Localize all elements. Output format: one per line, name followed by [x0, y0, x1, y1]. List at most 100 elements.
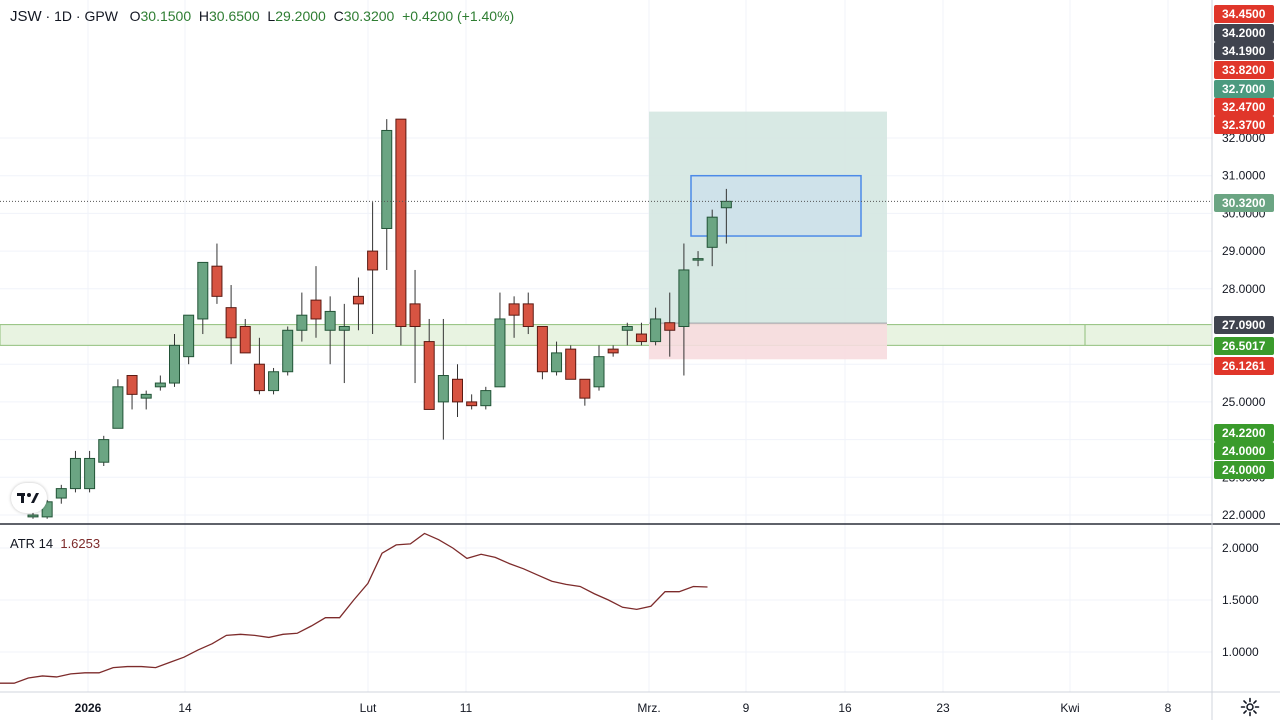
price-axis-label-bg — [1214, 5, 1274, 23]
candle[interactable] — [607, 348, 619, 354]
high-label: H — [198, 8, 210, 24]
candle[interactable] — [140, 393, 152, 399]
candle[interactable] — [720, 200, 732, 209]
candle[interactable] — [692, 258, 704, 261]
candle[interactable] — [678, 269, 690, 328]
candle[interactable] — [126, 375, 138, 395]
candle[interactable] — [664, 322, 676, 331]
price-tick-label: 29.0000 — [1222, 244, 1266, 258]
candle[interactable] — [239, 326, 251, 354]
candle[interactable] — [381, 129, 393, 229]
time-tick-label: 11 — [460, 701, 473, 715]
time-tick-label: 14 — [178, 701, 192, 715]
candle[interactable] — [635, 333, 647, 343]
price-axis-label[interactable]: 34.2000 — [1222, 26, 1266, 40]
price-axis-label[interactable]: 30.3200 — [1222, 196, 1266, 210]
tradingview-logo[interactable] — [11, 483, 47, 513]
time-tick-label: 16 — [838, 701, 852, 715]
candle[interactable] — [324, 310, 336, 331]
atr-tick-label: 1.5000 — [1222, 593, 1259, 607]
candle[interactable] — [282, 329, 294, 373]
candle[interactable] — [41, 501, 53, 518]
price-axis-label[interactable]: 34.4500 — [1222, 7, 1266, 21]
candle[interactable] — [225, 307, 237, 339]
candle[interactable] — [522, 303, 534, 328]
candle[interactable] — [27, 514, 39, 518]
price-axis-label[interactable]: 27.0900 — [1222, 318, 1266, 332]
symbol[interactable]: JSW — [10, 8, 42, 25]
candle[interactable] — [310, 299, 322, 320]
price-axis-label[interactable]: 34.1900 — [1222, 44, 1266, 58]
settings-gear-icon[interactable] — [1240, 697, 1260, 717]
candle[interactable] — [367, 250, 379, 271]
price-tick-label: 32.0000 — [1222, 131, 1266, 145]
candle[interactable] — [437, 375, 449, 403]
candle[interactable] — [112, 386, 124, 429]
candle[interactable] — [621, 326, 633, 331]
candle[interactable] — [154, 382, 166, 388]
price-axis-label-bg — [1214, 357, 1274, 375]
price-axis-label[interactable]: 26.1261 — [1222, 359, 1266, 373]
candle[interactable] — [579, 378, 591, 399]
time-tick-label: Mrz. — [637, 701, 660, 715]
price-axis-label[interactable]: 24.0000 — [1222, 463, 1266, 477]
price-axis-label[interactable]: 24.2200 — [1222, 426, 1266, 440]
price-axis-label[interactable]: 33.8200 — [1222, 63, 1266, 77]
atr-tick-label: 1.0000 — [1222, 645, 1259, 659]
candle[interactable] — [494, 318, 506, 388]
candle[interactable] — [593, 356, 605, 388]
candle[interactable] — [395, 118, 407, 328]
candle[interactable] — [211, 265, 223, 297]
candle[interactable] — [197, 261, 209, 320]
time-tick-label: 8 — [1165, 701, 1172, 715]
candle[interactable] — [565, 348, 577, 380]
close-label: C — [333, 8, 344, 24]
price-tick-label: 22.0000 — [1222, 508, 1266, 522]
candle[interactable] — [452, 378, 463, 403]
candle[interactable] — [650, 318, 662, 343]
candle[interactable] — [98, 439, 110, 463]
support-zone[interactable] — [0, 324, 1213, 346]
symbol-header: JSW · 1D · GPW O30.1500 H30.6500 L29.200… — [10, 8, 515, 25]
atr-header[interactable]: ATR 14 1.6253 — [10, 536, 100, 551]
open-label: O — [129, 8, 141, 24]
price-axis-label[interactable]: 26.5017 — [1222, 339, 1266, 353]
candle[interactable] — [169, 344, 180, 384]
interval[interactable]: 1D — [54, 8, 73, 24]
candle[interactable] — [69, 457, 81, 490]
candle[interactable] — [508, 303, 520, 316]
price-axis-label-bg — [1214, 61, 1274, 79]
candle[interactable] — [423, 341, 435, 410]
candle[interactable] — [409, 303, 421, 328]
candle[interactable] — [183, 314, 195, 358]
candle[interactable] — [55, 488, 67, 499]
atr-value: 1.6253 — [60, 536, 101, 551]
highlight-box[interactable] — [690, 174, 862, 237]
open-value: 30.1500 — [140, 8, 192, 24]
price-axis-label[interactable]: 24.0000 — [1222, 444, 1266, 458]
candle[interactable] — [84, 457, 96, 490]
atr-line[interactable] — [0, 532, 708, 684]
price-axis-label-bg — [1214, 337, 1274, 355]
time-tick-label: 9 — [743, 701, 750, 715]
candle[interactable] — [338, 326, 350, 331]
price-axis-label[interactable]: 32.7000 — [1222, 82, 1266, 96]
candle[interactable] — [536, 326, 548, 373]
price-axis-label[interactable]: 32.4700 — [1222, 100, 1266, 114]
price-tick-label: 25.0000 — [1222, 395, 1266, 409]
candle[interactable] — [551, 352, 563, 373]
candle[interactable] — [268, 371, 280, 392]
candle[interactable] — [296, 314, 308, 331]
price-axis-label[interactable]: 32.3700 — [1222, 118, 1266, 132]
time-tick-label: Kwi — [1060, 701, 1079, 715]
candle[interactable] — [466, 401, 478, 407]
candle[interactable] — [480, 390, 492, 407]
candle[interactable] — [253, 363, 265, 392]
price-axis-label-bg — [1214, 442, 1274, 460]
price-axis-label-bg — [1214, 424, 1274, 442]
candle[interactable] — [706, 216, 718, 248]
atr-tick-label: 2.0000 — [1222, 541, 1259, 555]
position-stop-zone[interactable] — [649, 323, 887, 360]
candle[interactable] — [352, 295, 364, 305]
